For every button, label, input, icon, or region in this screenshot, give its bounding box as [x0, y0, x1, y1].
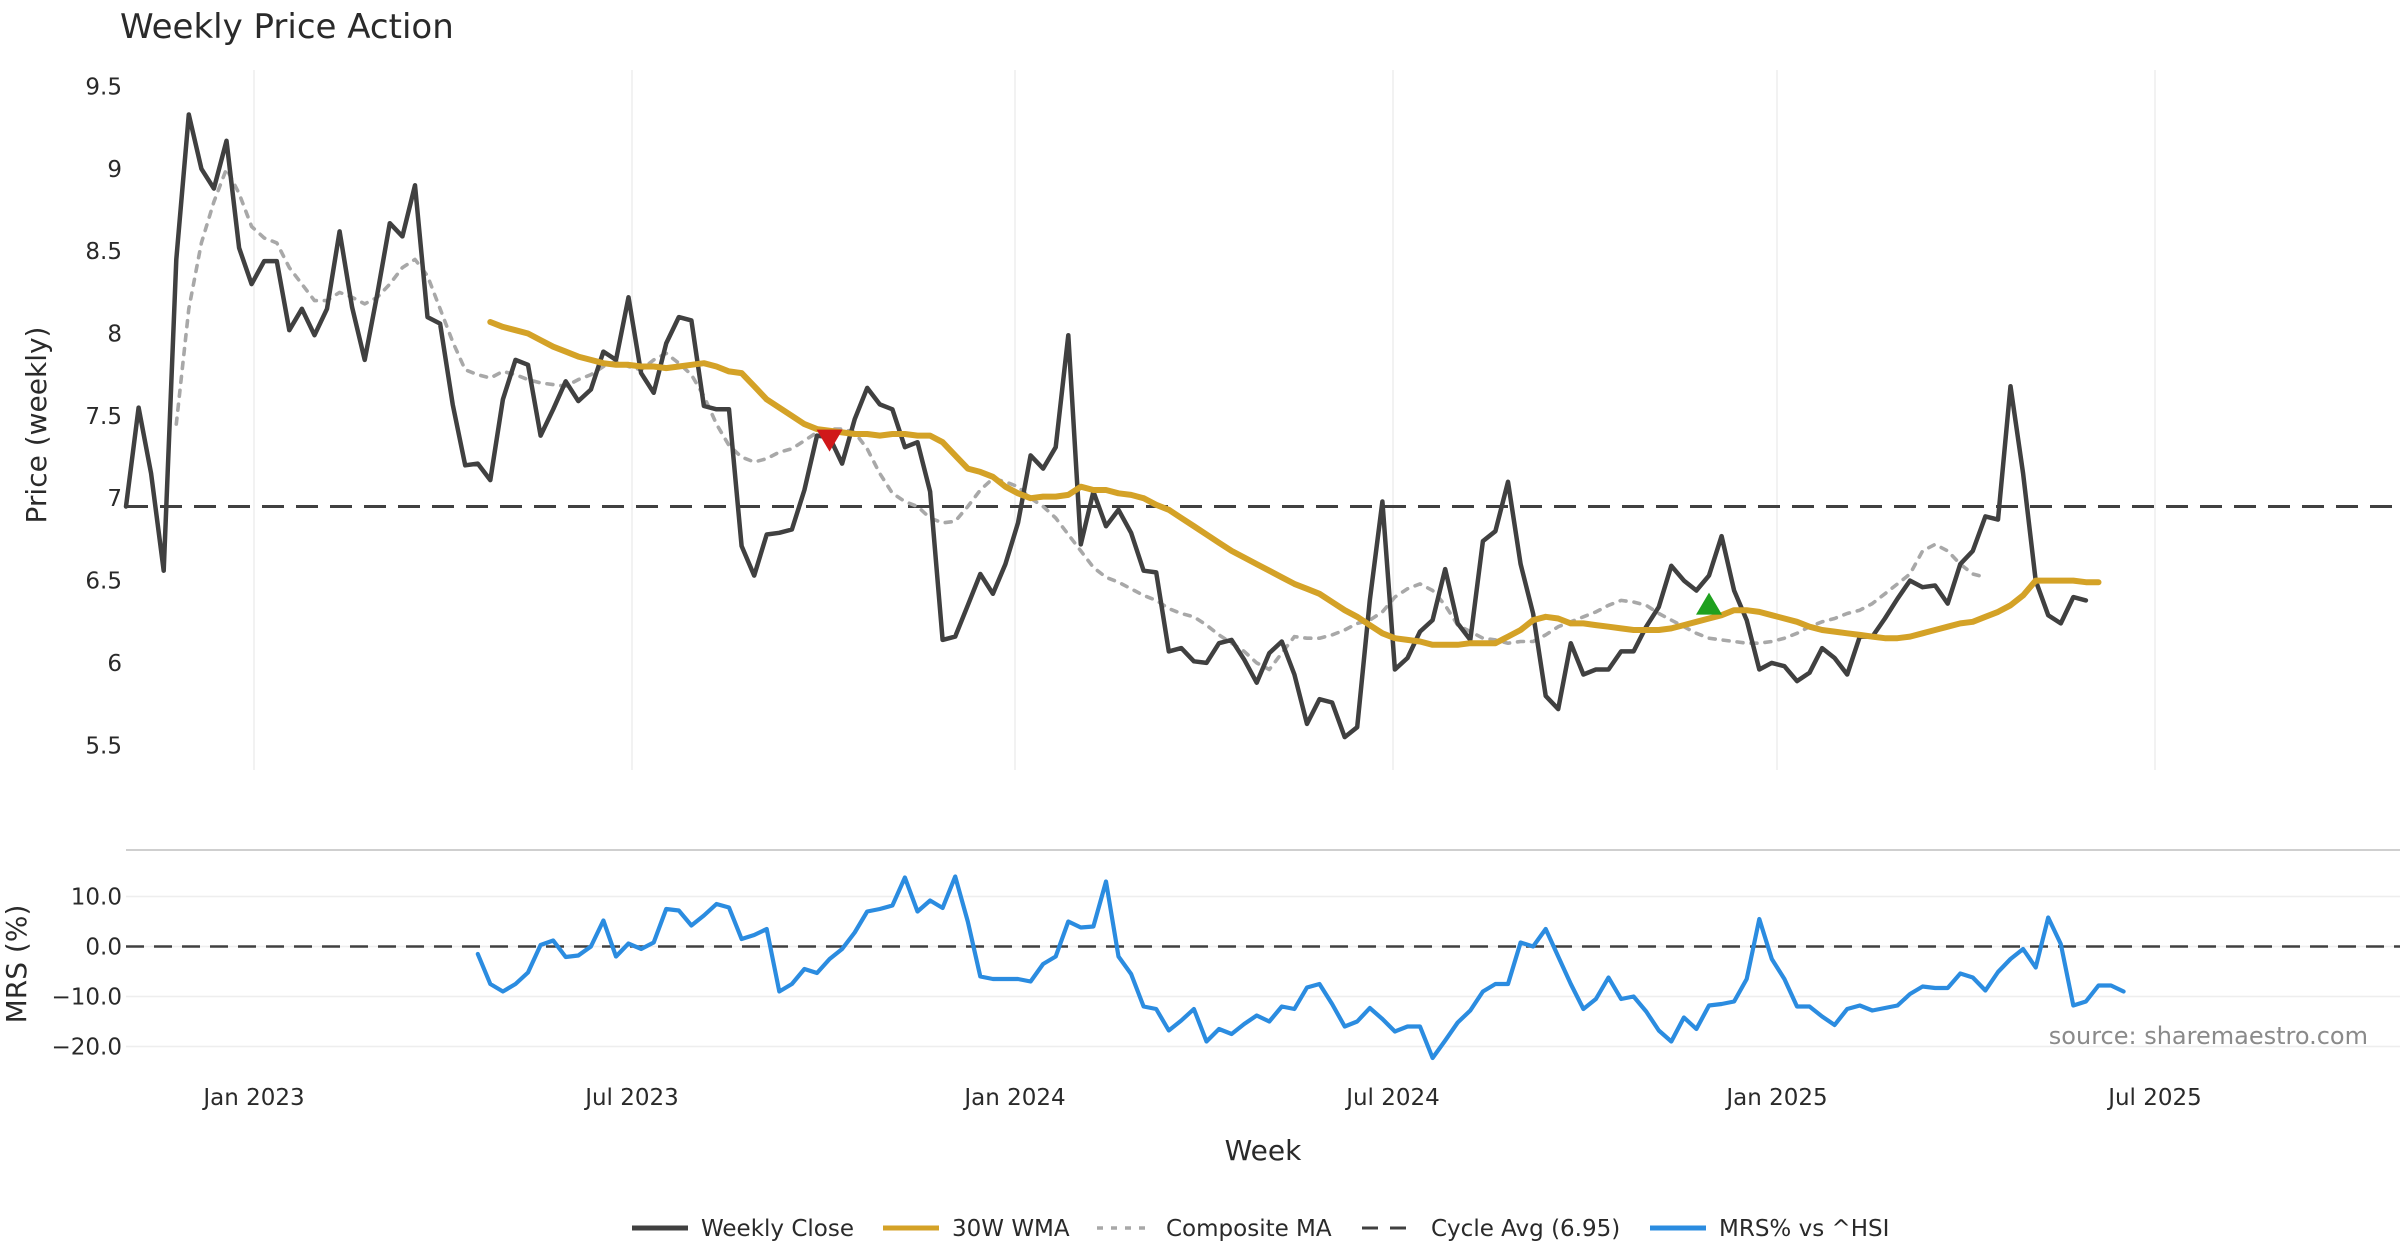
series-30w-wma: [487, 319, 2102, 648]
mrs-y-tick-labels: −20.0 −10.0 0.0 10.0: [52, 885, 122, 1061]
legend-label-4: MRS% vs ^HSI: [1719, 1216, 1889, 1242]
price-gridlines: [253, 70, 2156, 770]
buy-signal-marker: [1696, 592, 1723, 615]
price-y-tick-6: 8.5: [85, 239, 122, 265]
mrs-y-axis-title: MRS (%): [0, 905, 33, 1024]
x-tick-0: Jan 2023: [201, 1085, 304, 1111]
legend-label-3: Cycle Avg (6.95): [1431, 1216, 1620, 1242]
price-y-axis-title: Price (weekly): [20, 327, 53, 524]
series-weekly-close: [123, 112, 2089, 740]
price-y-tick-4: 7.5: [85, 404, 122, 430]
x-axis-title: Week: [1225, 1134, 1302, 1167]
price-y-tick-5: 8: [107, 322, 122, 348]
legend-label-2: Composite MA: [1166, 1216, 1332, 1242]
x-tick-labels: Jan 2023 Jul 2023 Jan 2024 Jul 2024 Jan 2025…: [201, 1085, 2201, 1111]
mrs-y-tick-1: −10.0: [52, 985, 122, 1011]
mrs-series-lines: [475, 874, 2126, 1061]
price-series-lines: [123, 112, 2102, 740]
x-tick-1: Jul 2023: [583, 1085, 679, 1111]
price-y-tick-1: 6: [107, 651, 122, 677]
price-y-tick-2: 6.5: [85, 569, 122, 595]
price-y-tick-7: 9: [107, 157, 122, 183]
x-tick-2: Jan 2024: [962, 1085, 1065, 1111]
mrs-y-tick-0: −20.0: [52, 1035, 122, 1061]
price-y-tick-8: 9.5: [85, 74, 122, 100]
mrs-y-tick-3: 10.0: [71, 885, 122, 911]
series-mrs-vs-hsi: [475, 874, 2126, 1061]
legend-label-1: 30W WMA: [952, 1216, 1070, 1242]
signal-markers: [816, 429, 1723, 615]
x-tick-5: Jul 2025: [2106, 1085, 2202, 1111]
mrs-y-tick-2: 0.0: [85, 935, 122, 961]
price-y-tick-labels: 5.5 6 6.5 7 7.5 8 8.5 9 9.5: [85, 74, 122, 759]
price-y-tick-0: 5.5: [85, 733, 122, 759]
legend: Weekly Close 30W WMA Composite MA Cycle Avg…: [632, 1216, 1889, 1242]
x-tick-3: Jul 2024: [1344, 1085, 1440, 1111]
legend-label-0: Weekly Close: [701, 1216, 854, 1242]
source-note: source: sharemaestro.com: [2049, 1022, 2368, 1050]
chart-title: Weekly Price Action: [120, 7, 454, 47]
x-tick-4: Jan 2025: [1724, 1085, 1827, 1111]
price-y-tick-3: 7: [107, 486, 122, 512]
sell-signal-marker: [816, 429, 843, 452]
